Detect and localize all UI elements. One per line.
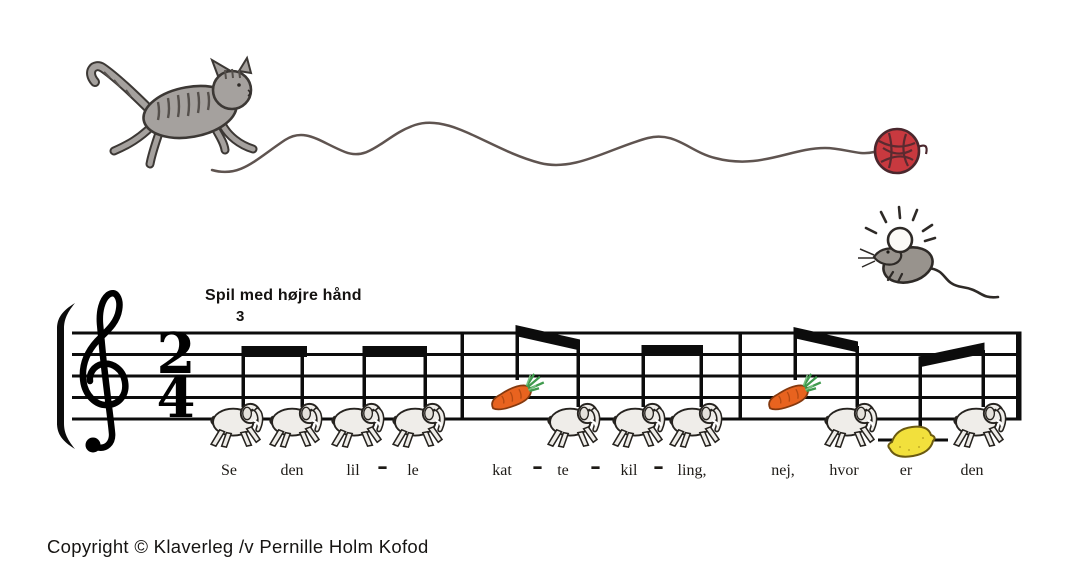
- lyric-syllable: kil: [620, 462, 638, 479]
- yarn-string: [210, 121, 876, 174]
- elephant-note-icon: [268, 402, 323, 449]
- elephant-note-icon: [330, 402, 385, 449]
- yarn-ball-icon: [873, 127, 928, 175]
- treble-clef-icon: [79, 290, 129, 453]
- lyric-dash: –: [378, 445, 387, 487]
- lyric-syllable: kat: [492, 462, 512, 479]
- elephant-note-icon: [668, 402, 723, 449]
- lyric-syllable: Se: [221, 462, 237, 479]
- barlines: [460, 331, 1022, 421]
- lyric-dash: –: [533, 445, 542, 487]
- lyric-syllable: nej,: [771, 462, 795, 479]
- note-icons: [209, 372, 1007, 458]
- elephant-note-icon: [546, 402, 601, 449]
- staff-lines: [72, 331, 1022, 421]
- lyric-syllable: le: [407, 462, 419, 479]
- lyric-syllable: hvor: [829, 462, 859, 479]
- mouse-icon: [858, 205, 1000, 299]
- time-signature-bottom: 4: [156, 365, 196, 431]
- elephant-note-icon: [391, 402, 446, 449]
- elephant-note-icon: [823, 402, 878, 449]
- lyric-syllable: er: [899, 462, 913, 479]
- lyric-syllable: te: [557, 462, 569, 479]
- elephant-note-icon: [611, 402, 666, 449]
- stems-and-beams: [241, 325, 985, 442]
- lyric-syllable: den: [280, 462, 304, 479]
- cat-icon: [86, 55, 258, 169]
- elephant-note-icon: [209, 402, 264, 449]
- lyric-syllable: ling,: [677, 462, 707, 479]
- lemon-note-icon: [887, 425, 936, 458]
- time-signature-top: 2: [156, 321, 196, 387]
- lyric-syllable: lil: [346, 462, 360, 479]
- copyright-text: Copyright © Klaverleg /v Pernille Holm K…: [47, 536, 429, 557]
- instruction-text: Spil med højre hånd: [205, 287, 362, 304]
- finger-number: 3: [236, 308, 245, 325]
- lyric-dash: –: [654, 445, 663, 487]
- elephant-note-icon: [952, 402, 1007, 449]
- lyric-syllable: den: [960, 462, 984, 479]
- system-bracket-icon: [57, 303, 75, 449]
- lyric-dash: –: [591, 445, 600, 487]
